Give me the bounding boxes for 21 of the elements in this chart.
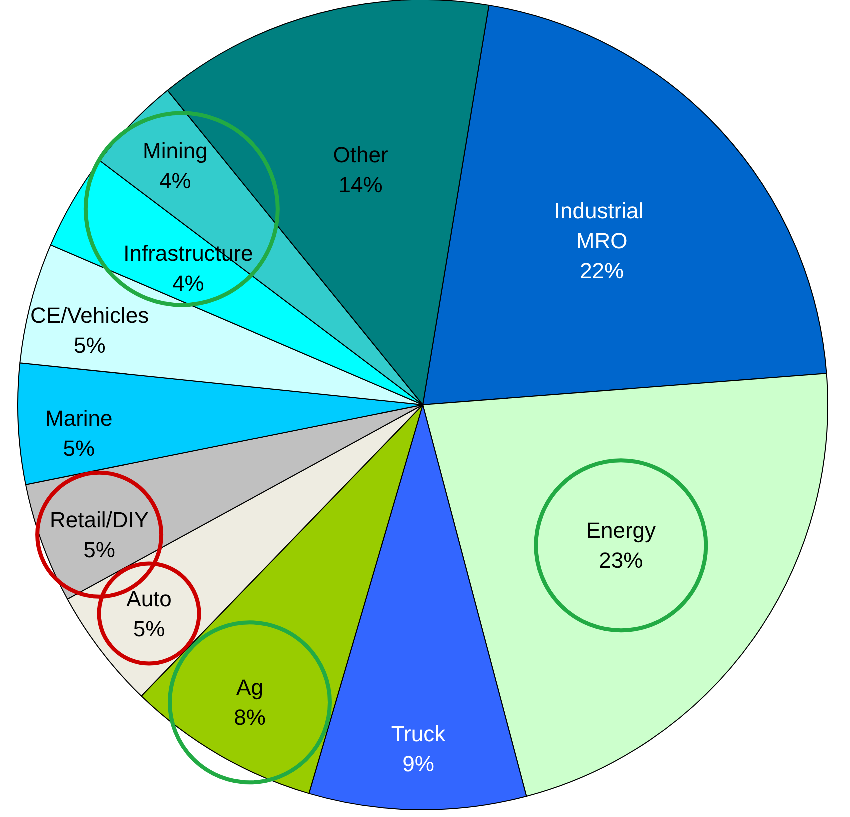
data-label: 5% bbox=[133, 616, 166, 642]
slice-label: Truck bbox=[391, 722, 447, 747]
slice-label: Retail/DIY bbox=[50, 507, 150, 532]
data-label: 23% bbox=[599, 548, 644, 574]
data-label: 22% bbox=[580, 258, 624, 284]
data-label: 4% bbox=[172, 271, 204, 296]
data-label: 4% bbox=[160, 168, 192, 194]
slice-label: Mining bbox=[143, 138, 208, 164]
slice-label: Marine bbox=[46, 406, 113, 431]
slice-label: Industrial MRO bbox=[554, 198, 650, 254]
slice-label: Energy bbox=[586, 518, 656, 544]
slice-label: CE/Vehicles bbox=[30, 302, 150, 328]
slice-label: Ag bbox=[236, 675, 264, 700]
slice-label: Auto bbox=[126, 586, 172, 612]
data-label: 14% bbox=[338, 172, 383, 198]
data-label: 5% bbox=[63, 436, 96, 461]
data-label: 8% bbox=[234, 705, 266, 730]
data-label: 9% bbox=[402, 752, 434, 777]
data-label: 5% bbox=[84, 537, 116, 562]
slice-label: Other bbox=[333, 142, 388, 168]
data-label: 5% bbox=[74, 332, 106, 358]
